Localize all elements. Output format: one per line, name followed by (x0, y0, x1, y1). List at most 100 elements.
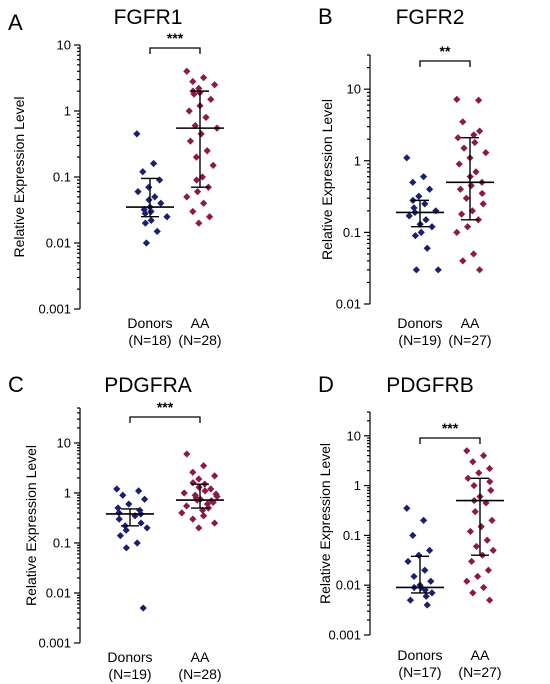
donors-data-point (410, 572, 418, 581)
aa-data-point (209, 498, 217, 506)
donors-data-point (422, 592, 430, 600)
y-axis-label: Relative Expression Level (23, 445, 39, 606)
aa-data-point (190, 90, 198, 98)
aa-data-point (186, 137, 194, 145)
aa-data-point (183, 67, 191, 75)
donors-data-point (147, 207, 155, 216)
aa-data-point (471, 138, 479, 147)
category-n-label: (N=19) (108, 666, 151, 682)
aa-data-point (195, 475, 203, 483)
donors-data-point (150, 159, 158, 168)
donors-data-point (412, 266, 420, 274)
y-axis-label: Relative Expression Level (319, 99, 335, 260)
aa-data-point (476, 266, 484, 274)
y-tick-label: 1 (354, 478, 361, 493)
category-n-label: (N=28) (178, 666, 221, 682)
aa-data-point (458, 210, 466, 218)
category-n-label: (N=27) (448, 332, 491, 348)
category-label: AA (461, 315, 480, 331)
y-tick-label: 1 (64, 485, 71, 500)
y-tick-label: 0.001 (328, 628, 361, 643)
aa-data-point (474, 572, 482, 581)
panel-a: A FGFR1 Relative Expression Level 0.001 0.01… (8, 6, 224, 348)
donors-data-point (421, 566, 429, 574)
aa-data-point (189, 207, 197, 216)
y-tick-label: 0.1 (53, 535, 71, 550)
aa-data-point (211, 81, 219, 89)
panel-c: C PDGFRA Relative Expression Level 0.001 0.0… (8, 372, 224, 682)
aa-data-point (453, 228, 461, 236)
aa-data-point (180, 489, 188, 497)
y-tick-label: 0.001 (38, 302, 71, 317)
aa-data-point (462, 194, 470, 202)
y-tick-label: 0.01 (46, 585, 71, 600)
chart-title: FGFR2 (396, 6, 465, 29)
donors-data-point (423, 244, 431, 252)
donors-data-point (420, 173, 428, 181)
aa-data-point (200, 462, 208, 470)
aa-data-point (183, 502, 191, 510)
donors-data-point (122, 526, 130, 534)
y-tick-label: 1 (354, 153, 361, 168)
aa-data-point (203, 500, 211, 508)
donors-data-point (141, 219, 149, 227)
donors-data-point (426, 185, 434, 193)
donors-data-point (145, 183, 153, 191)
aa-data-point (488, 516, 496, 524)
aa-data-point (478, 189, 486, 198)
aa-data-point (200, 199, 208, 207)
aa-data-point (472, 542, 480, 551)
panel-letter: B (318, 4, 333, 29)
aa-data-point (480, 583, 488, 592)
panel-letter: C (8, 372, 24, 397)
aa-data-point (183, 193, 191, 201)
donors-data-point (427, 577, 435, 585)
aa-data-point (197, 130, 205, 138)
donors-data-point (115, 515, 123, 523)
aa-data-point (195, 524, 203, 532)
donors-data-point (156, 176, 164, 184)
donors-data-point (153, 227, 161, 235)
donors-data-point (421, 586, 429, 594)
panel-b: B FGFR2 Relative Expression Level 0.01 0.1 1 1… (318, 4, 494, 348)
aa-data-point (476, 127, 484, 135)
aa-data-point (475, 96, 483, 104)
donors-data-point (405, 212, 413, 220)
aa-data-point (195, 483, 203, 491)
category-label: AA (191, 315, 210, 331)
donors-data-point (115, 509, 123, 517)
donors-data-point (406, 596, 414, 604)
donors-data-point (151, 193, 159, 201)
donors-data-point (143, 524, 151, 532)
donors-data-point (411, 232, 419, 240)
aa-data-point (472, 168, 480, 176)
aa-data-point (203, 147, 211, 155)
donors-data-point (434, 266, 442, 274)
aa-data-point (201, 487, 209, 495)
aa-data-point (195, 219, 203, 227)
aa-data-point (453, 95, 461, 103)
donors-data-point (422, 216, 430, 224)
donors-data-point (141, 495, 149, 503)
y-tick-label: 0.01 (336, 578, 361, 593)
chart-title: PDGFRA (104, 374, 192, 397)
donors-data-point (415, 551, 423, 559)
aa-data-point (483, 536, 491, 544)
donors-data-point (157, 199, 165, 207)
donors-data-point (113, 485, 121, 493)
aa-data-point (456, 185, 464, 193)
donors-data-point (139, 168, 147, 176)
chart-title: PDGFRB (386, 374, 474, 397)
aa-data-point (464, 223, 472, 231)
donors-data-point (432, 207, 440, 215)
aa-data-point (480, 451, 488, 460)
y-axis-label: Relative Expression Level (11, 96, 27, 257)
donors-data-point (428, 589, 436, 597)
aa-data-point (475, 469, 483, 477)
aa-data-point (189, 515, 197, 523)
y-tick-label: 0.01 (336, 297, 361, 312)
donors-data-point (417, 228, 425, 236)
donors-data-point (142, 239, 150, 247)
donors-data-point (134, 188, 142, 196)
